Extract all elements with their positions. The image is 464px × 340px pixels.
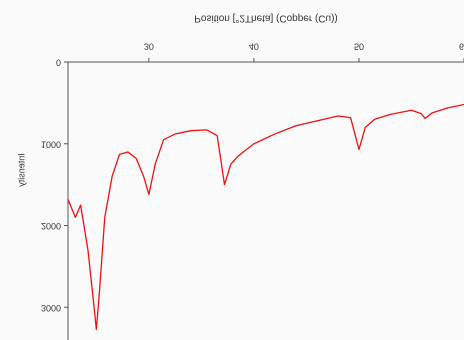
x-tick-label: 50 — [354, 42, 364, 52]
data-line — [67, 103, 464, 331]
y-axis-label: Intensity — [16, 153, 26, 187]
y-tick-label: 3000 — [41, 303, 61, 313]
y-tick-label: 2000 — [41, 221, 61, 231]
x-tick-label: 60 — [459, 42, 464, 52]
x-tick-label: 40 — [249, 42, 259, 52]
y-tick-label: 1000 — [41, 139, 61, 149]
chart-body: Position [°2Theta] (Copper (Cu)) Intensi… — [16, 12, 464, 340]
y-tick-label: 0 — [56, 58, 61, 68]
x-tick-label: 30 — [144, 42, 154, 52]
x-axis-label: Position [°2Theta] (Copper (Cu)) — [194, 12, 338, 23]
